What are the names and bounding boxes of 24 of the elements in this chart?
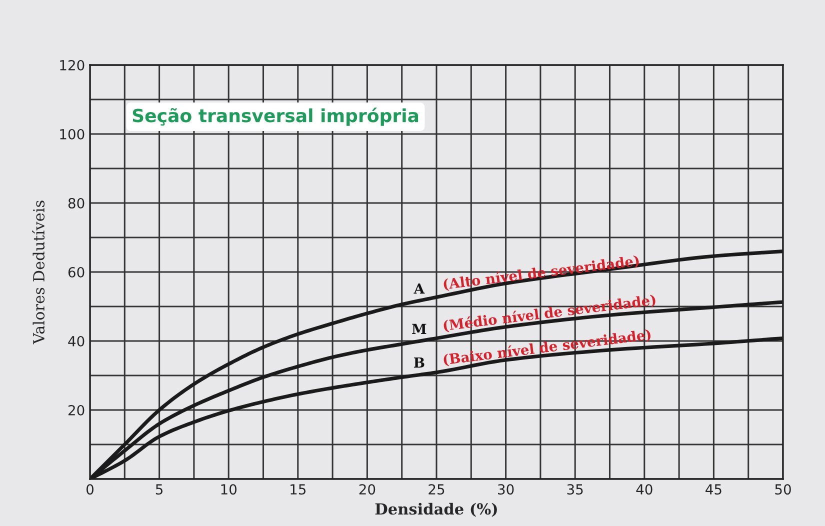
x-tick-label: 25 [428,484,444,495]
x-axis-title: Densidade (%) [375,502,497,517]
text: Seção transversal imprópria [132,108,418,126]
x-tick-label: 40 [636,484,652,495]
x-tick-label: 15 [290,484,306,495]
x-tick-label: 45 [706,484,722,495]
x-tick-label: 10 [221,484,237,495]
y-axis-title: Valores Dedutíveis [32,200,45,344]
x-tick-label: 35 [567,484,583,495]
y-tick-label: 60 [68,266,84,278]
x-tick-label: 5 [156,484,163,495]
series-label: B [414,357,424,368]
x-tick-label: 50 [775,484,791,495]
x-tick-label: 20 [359,484,376,495]
y-tick-label: 120 [60,60,84,70]
x-tick-label: 0 [86,484,94,495]
y-tick-label: 100 [60,128,84,140]
y-tick-label: 80 [68,198,84,208]
y-tick-label: 20 [68,404,84,416]
series-label: M [412,324,426,334]
y-tick-label: 40 [68,336,84,346]
series-label: A [414,283,425,294]
annotation: (Alto nível de severidade) [443,254,640,292]
x-tick-label: 30 [498,484,514,495]
